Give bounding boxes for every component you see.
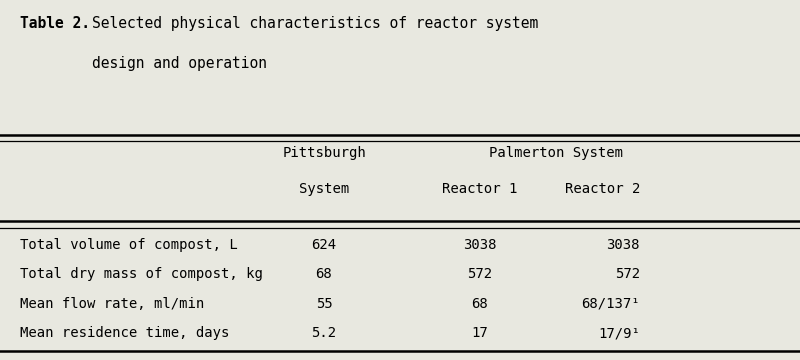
Text: 3038: 3038 <box>463 238 497 252</box>
Text: 55: 55 <box>316 297 332 311</box>
Text: 68: 68 <box>316 267 332 281</box>
Text: Mean flow rate, ml/min: Mean flow rate, ml/min <box>20 297 204 311</box>
Text: 68: 68 <box>472 297 488 311</box>
Text: System: System <box>299 182 349 196</box>
Text: 624: 624 <box>311 238 337 252</box>
Text: 17: 17 <box>472 326 488 340</box>
Text: 68/137¹: 68/137¹ <box>582 297 640 311</box>
Text: 572: 572 <box>467 267 493 281</box>
Text: Reactor 1: Reactor 1 <box>442 182 518 196</box>
Text: 572: 572 <box>615 267 640 281</box>
Text: Selected physical characteristics of reactor system: Selected physical characteristics of rea… <box>92 16 538 31</box>
Text: 17/9¹: 17/9¹ <box>598 326 640 340</box>
Text: 5.2: 5.2 <box>311 326 337 340</box>
Text: Total dry mass of compost, kg: Total dry mass of compost, kg <box>20 267 263 281</box>
Text: Mean residence time, days: Mean residence time, days <box>20 326 230 340</box>
Text: 3038: 3038 <box>606 238 640 252</box>
Text: Total volume of compost, L: Total volume of compost, L <box>20 238 238 252</box>
Text: Reactor 2: Reactor 2 <box>565 182 640 196</box>
Text: design and operation: design and operation <box>92 56 267 71</box>
Text: Table 2.: Table 2. <box>20 16 90 31</box>
Text: Palmerton System: Palmerton System <box>489 146 623 160</box>
Text: Pittsburgh: Pittsburgh <box>282 146 366 160</box>
